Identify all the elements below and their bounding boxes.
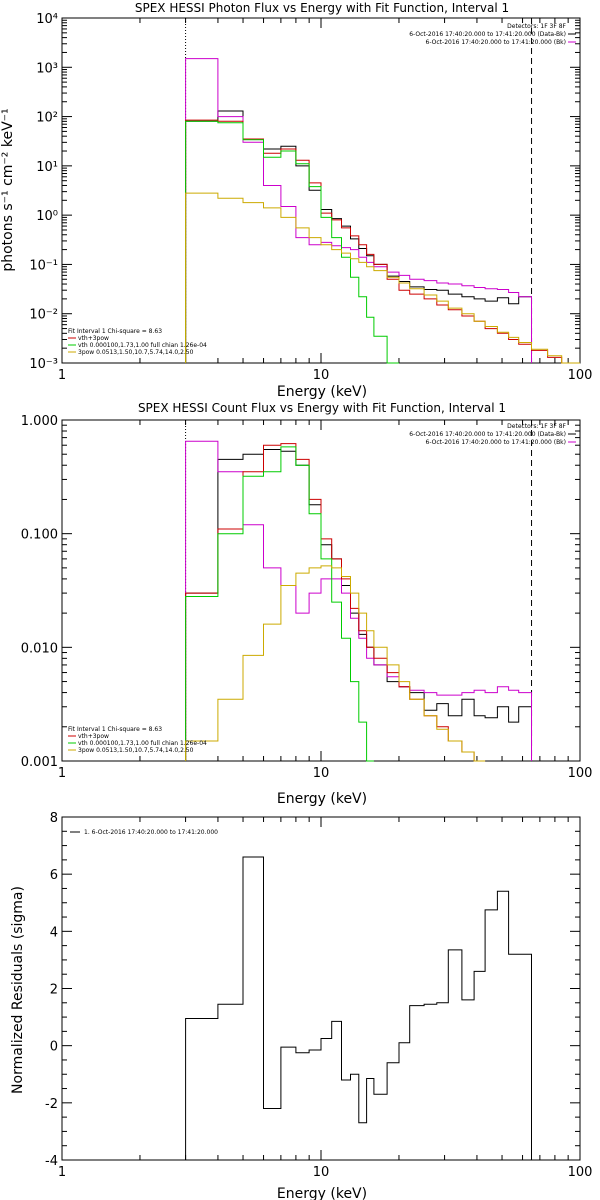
legend-header: Detectors: 1F 3F 8F (507, 423, 566, 430)
x-tick-label: 1 (58, 1165, 66, 1180)
x-tick-label: 1 (58, 368, 66, 383)
x-tick-label: 100 (568, 1165, 593, 1180)
count-flux-title: SPEX HESSI Count Flux vs Energy with Fit… (138, 401, 506, 415)
x-tick-label: 100 (568, 766, 593, 781)
y-tick-label: 8 (50, 811, 58, 826)
photon-flux-ylabel: photons s⁻¹ cm⁻² keV⁻¹ (0, 108, 16, 271)
x-tick-label: 10 (313, 368, 330, 383)
legend-item-label: 6-Oct-2016 17:40:20.000 to 17:41:20.000 … (426, 439, 567, 446)
y-tick-label: 2 (50, 983, 58, 998)
photon-flux-xlabel: Energy (keV) (277, 384, 367, 400)
count-flux-xlabel: Energy (keV) (277, 791, 367, 807)
series-line-vth (185, 120, 399, 364)
y-tick-label: -2 (45, 1097, 58, 1112)
fit-legend-header: Fit Interval 1 Chi-square = 8.63 (68, 726, 162, 733)
y-tick-label: 0.001 (21, 755, 58, 770)
fit-legend-label: 3pow 0.0513,1.50,10.7,5.74,14.0,2.50 (78, 747, 194, 754)
y-tick-label: 10⁻² (29, 308, 58, 323)
fit-legend-header: Fit Interval 1 Chi-square = 8.63 (68, 328, 162, 335)
y-tick-label: 10² (36, 111, 58, 126)
photon-flux-title: SPEX HESSI Photon Flux vs Energy with Fi… (135, 1, 509, 15)
legend-item-label: 1. 6-Oct-2016 17:40:20.000 to 17:41:20.0… (84, 829, 218, 836)
legend-item-label: 6-Oct-2016 17:40:20.000 to 17:41:20.000 … (409, 31, 566, 38)
fit-legend-label: vth+3pow (78, 335, 109, 342)
series-line-3pow (185, 192, 580, 364)
y-tick-label: 10⁻¹ (29, 258, 58, 273)
y-tick-label: 4 (50, 925, 58, 940)
legend-item-label: 6-Oct-2016 17:40:20.000 to 17:41:20.000 … (409, 431, 566, 438)
y-tick-label: 0.100 (21, 528, 58, 543)
residuals-ylabel: Normalized Residuals (sigma) (10, 886, 26, 1094)
y-tick-label: 10³ (36, 61, 58, 76)
y-tick-label: 10⁴ (36, 12, 58, 27)
y-tick-label: 10⁻³ (29, 357, 58, 372)
series-line-bk (185, 58, 532, 363)
x-tick-label: 10 (313, 1165, 330, 1180)
photon-flux-panel: 1 10 100 10⁻³ 10⁻² 10⁻¹ 10⁰ 10¹ 10² 10³ 10⁴ Detecto… (29, 12, 592, 383)
series-line-bk (185, 440, 532, 761)
y-tick-label: 0 (50, 1040, 58, 1055)
y-tick-label: -4 (45, 1154, 58, 1169)
count-flux-panel: 1 10 100 0.001 0.010 0.100 1.000 Detectors: 1F … (21, 414, 593, 781)
fit-legend-label: vth 0.000100,1.73,1.00 full chian 1.26e-… (78, 740, 207, 747)
x-tick-label: 100 (568, 368, 593, 383)
series-line-vth-3pow (185, 119, 580, 364)
residuals-xlabel: Energy (keV) (277, 1186, 367, 1200)
y-tick-label: 0.010 (21, 641, 58, 656)
residuals-plot-frame (61, 816, 581, 1161)
fit-legend-label: vth+3pow (78, 733, 109, 740)
fit-legend-label: 3pow 0.0513,1.50,10.7,5.74,14.0,2.50 (78, 349, 194, 356)
fit-legend-label: vth 0.000100,1.73,1.00 full chian 1.26e-… (78, 342, 207, 349)
y-tick-label: 10¹ (36, 160, 58, 175)
y-tick-label: 6 (50, 868, 58, 883)
legend-item-label: 6-Oct-2016 17:40:20.000 to 17:41:20.000 … (426, 39, 567, 46)
legend-header: Detectors: 1F 3F 8F (507, 23, 566, 30)
y-tick-label: 10⁰ (36, 209, 58, 224)
series-line-vth (185, 446, 374, 762)
x-tick-label: 1 (58, 766, 66, 781)
series-line-residuals (185, 856, 532, 1160)
residuals-panel: 1 10 100 -4 -2 0 2 4 6 8 1. 6-Oct-2016 17:40:20.00… (45, 811, 592, 1180)
y-tick-label: 1.000 (21, 414, 58, 429)
series-line-3pow (185, 565, 486, 762)
x-tick-label: 10 (313, 766, 330, 781)
